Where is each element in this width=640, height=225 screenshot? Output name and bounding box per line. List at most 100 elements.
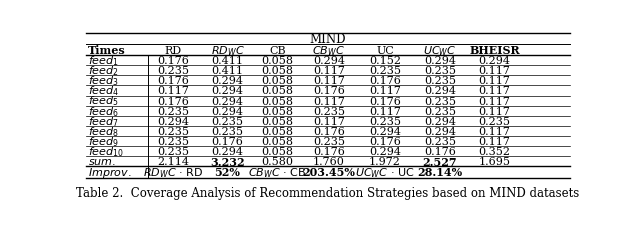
Text: $\it{Improv.}$: $\it{Improv.}$ [88,165,131,179]
Text: 0.176: 0.176 [212,136,243,146]
Text: 2.527: 2.527 [422,156,457,167]
Text: 0.235: 0.235 [424,96,456,106]
Text: 0.176: 0.176 [313,146,345,156]
Text: 0.058: 0.058 [262,76,294,86]
Text: 0.058: 0.058 [262,136,294,146]
Text: 0.235: 0.235 [157,136,189,146]
Text: 0.235: 0.235 [424,136,456,146]
Text: 0.235: 0.235 [157,146,189,156]
Text: $\it{feed}_{1}$: $\it{feed}_{1}$ [88,54,119,68]
Text: 0.058: 0.058 [262,86,294,96]
Text: 0.294: 0.294 [424,86,456,96]
Text: 0.117: 0.117 [369,86,401,96]
Text: CB: CB [269,45,286,55]
Text: 3.232: 3.232 [210,156,245,167]
Text: 0.176: 0.176 [424,146,456,156]
Text: $\it{UC}_\mathit{W}\it{C}$ · UC: $\it{UC}_\mathit{W}\it{C}$ · UC [355,165,415,179]
Text: 0.294: 0.294 [424,116,456,126]
Text: 0.117: 0.117 [479,136,511,146]
Text: 0.235: 0.235 [157,126,189,136]
Text: RD: RD [164,45,181,55]
Text: 0.117: 0.117 [479,106,511,116]
Text: $\it{UC}_\mathit{W}\it{C}$: $\it{UC}_\mathit{W}\it{C}$ [423,44,456,57]
Text: 0.176: 0.176 [313,126,345,136]
Text: 0.235: 0.235 [157,106,189,116]
Text: 0.411: 0.411 [212,66,244,76]
Text: $\it{feed}_{8}$: $\it{feed}_{8}$ [88,124,119,138]
Text: Table 2.  Coverage Analysis of Recommendation Strategies based on MIND datasets: Table 2. Coverage Analysis of Recommenda… [76,186,580,199]
Text: 0.235: 0.235 [424,76,456,86]
Text: UC: UC [376,45,394,55]
Text: 1.695: 1.695 [479,156,511,166]
Text: 0.294: 0.294 [424,56,456,66]
Text: 0.294: 0.294 [212,86,244,96]
Text: 0.235: 0.235 [313,106,345,116]
Text: 0.117: 0.117 [479,126,511,136]
Text: 0.235: 0.235 [479,116,511,126]
Text: 0.117: 0.117 [479,76,511,86]
Text: 0.235: 0.235 [313,136,345,146]
Text: 0.235: 0.235 [369,116,401,126]
Text: 0.117: 0.117 [313,76,345,86]
Text: 0.117: 0.117 [313,116,345,126]
Text: 0.152: 0.152 [369,56,401,66]
Text: 2.114: 2.114 [157,156,189,166]
Text: 0.294: 0.294 [212,146,244,156]
Text: 1.972: 1.972 [369,156,401,166]
Text: 0.058: 0.058 [262,116,294,126]
Text: $\it{feed}_{4}$: $\it{feed}_{4}$ [88,84,119,98]
Text: 0.176: 0.176 [313,86,345,96]
Text: $\it{RD}_\mathit{W}\it{C}$ · RD: $\it{RD}_\mathit{W}\it{C}$ · RD [143,165,203,179]
Text: 0.294: 0.294 [424,126,456,136]
Text: 0.352: 0.352 [479,146,511,156]
Text: 0.176: 0.176 [157,56,189,66]
Text: $\it{feed}_{10}$: $\it{feed}_{10}$ [88,144,124,158]
Text: 0.235: 0.235 [212,116,244,126]
Text: 0.117: 0.117 [313,66,345,76]
Text: 28.14%: 28.14% [417,166,462,178]
Text: 0.176: 0.176 [369,136,401,146]
Text: 0.176: 0.176 [157,76,189,86]
Text: 0.117: 0.117 [313,96,345,106]
Text: 52%: 52% [214,166,241,178]
Text: 0.176: 0.176 [369,76,401,86]
Text: 0.117: 0.117 [157,86,189,96]
Text: 0.294: 0.294 [212,76,244,86]
Text: 203.45%: 203.45% [303,166,355,178]
Text: $\it{feed}_{7}$: $\it{feed}_{7}$ [88,114,119,128]
Text: 0.235: 0.235 [424,66,456,76]
Text: 0.117: 0.117 [369,106,401,116]
Text: 0.294: 0.294 [479,56,511,66]
Text: MIND: MIND [310,33,346,46]
Text: 0.117: 0.117 [479,96,511,106]
Text: 0.235: 0.235 [212,126,244,136]
Text: 0.058: 0.058 [262,96,294,106]
Text: $\it{feed}_{5}$: $\it{feed}_{5}$ [88,94,119,108]
Text: 0.058: 0.058 [262,56,294,66]
Text: $\it{feed}_{3}$: $\it{feed}_{3}$ [88,74,119,88]
Text: 0.294: 0.294 [369,146,401,156]
Text: 0.294: 0.294 [212,96,244,106]
Text: 0.411: 0.411 [212,56,244,66]
Text: $\it{feed}_{2}$: $\it{feed}_{2}$ [88,64,119,78]
Text: 0.176: 0.176 [369,96,401,106]
Text: 0.235: 0.235 [369,66,401,76]
Text: 0.294: 0.294 [212,106,244,116]
Text: $\it{sum.}$: $\it{sum.}$ [88,156,116,166]
Text: 0.294: 0.294 [157,116,189,126]
Text: 0.235: 0.235 [157,66,189,76]
Text: Times: Times [88,45,125,56]
Text: 0.580: 0.580 [262,156,294,166]
Text: 0.058: 0.058 [262,106,294,116]
Text: $\it{RD}_\mathit{W}\it{C}$: $\it{RD}_\mathit{W}\it{C}$ [211,44,244,57]
Text: 0.235: 0.235 [424,106,456,116]
Text: 0.176: 0.176 [157,96,189,106]
Text: $\it{CB}_\mathit{W}\it{C}$: $\it{CB}_\mathit{W}\it{C}$ [312,44,346,57]
Text: 0.294: 0.294 [369,126,401,136]
Text: 0.117: 0.117 [479,66,511,76]
Text: 1.760: 1.760 [313,156,345,166]
Text: $\it{feed}_{9}$: $\it{feed}_{9}$ [88,135,119,148]
Text: 0.058: 0.058 [262,66,294,76]
Text: 0.294: 0.294 [313,56,345,66]
Text: $\it{feed}_{6}$: $\it{feed}_{6}$ [88,104,119,118]
